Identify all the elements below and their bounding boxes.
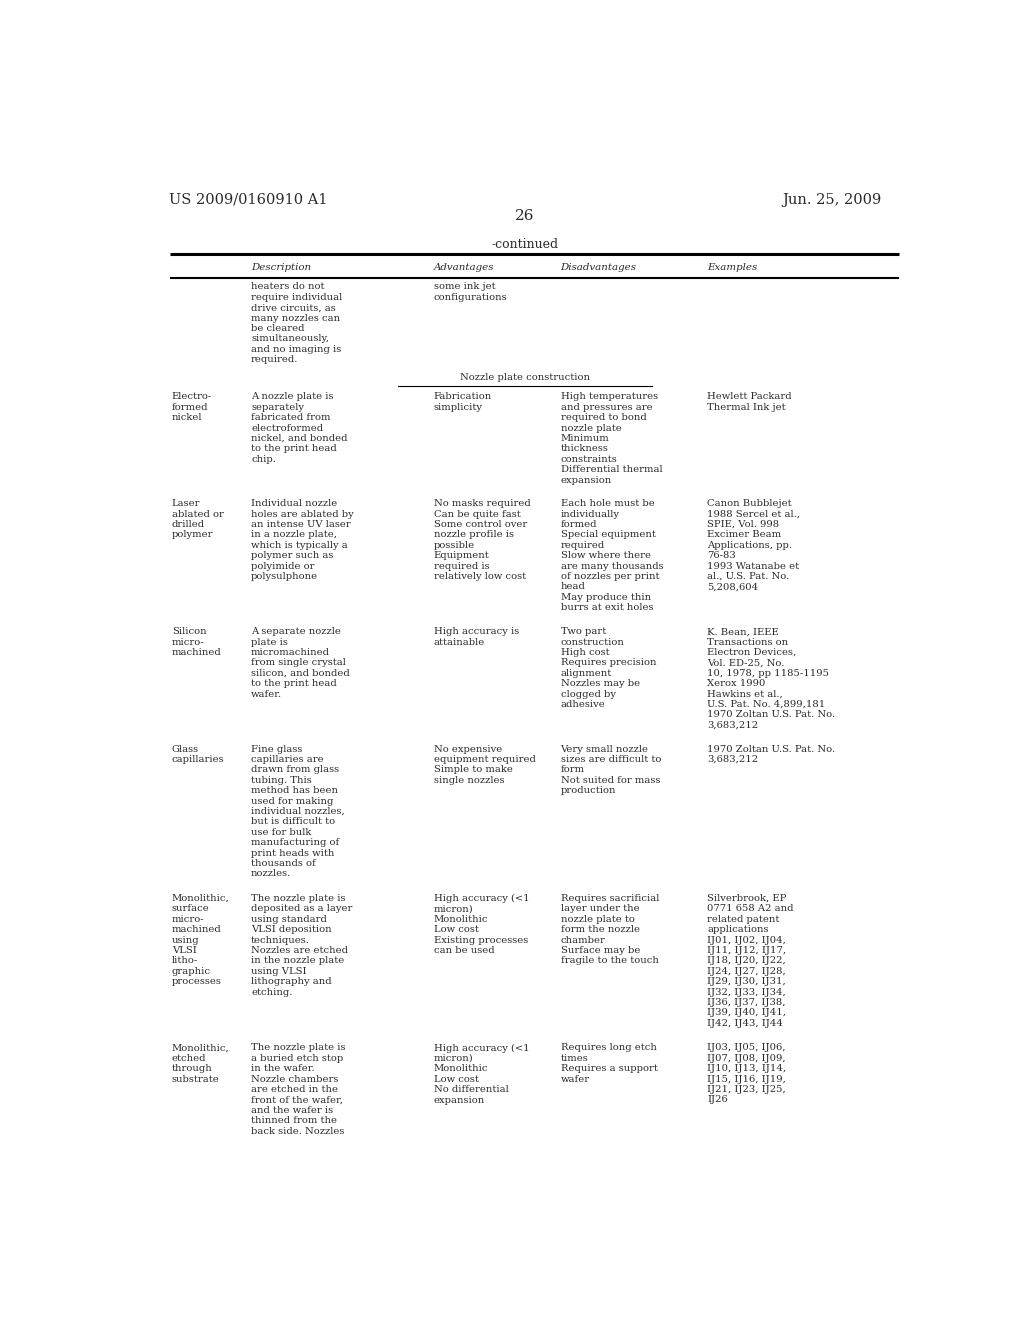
Text: Requires long etch
times
Requires a support
wafer: Requires long etch times Requires a supp… — [560, 1043, 657, 1084]
Text: High temperatures
and pressures are
required to bond
nozzle plate
Minimum
thickn: High temperatures and pressures are requ… — [560, 392, 663, 484]
Text: Electro-
formed
nickel: Electro- formed nickel — [172, 392, 212, 422]
Text: Very small nozzle
sizes are difficult to
form
Not suited for mass
production: Very small nozzle sizes are difficult to… — [560, 744, 660, 795]
Text: Monolithic,
etched
through
substrate: Monolithic, etched through substrate — [172, 1043, 229, 1084]
Text: Description: Description — [251, 263, 311, 272]
Text: Disadvantages: Disadvantages — [560, 263, 637, 272]
Text: The nozzle plate is
a buried etch stop
in the wafer.
Nozzle chambers
are etched : The nozzle plate is a buried etch stop i… — [251, 1043, 345, 1135]
Text: Glass
capillaries: Glass capillaries — [172, 744, 224, 764]
Text: The nozzle plate is
deposited as a layer
using standard
VLSI deposition
techniqu: The nozzle plate is deposited as a layer… — [251, 894, 352, 997]
Text: K. Bean, IEEE
Transactions on
Electron Devices,
Vol. ED-25, No.
10, 1978, pp 118: K. Bean, IEEE Transactions on Electron D… — [708, 627, 836, 730]
Text: Requires sacrificial
layer under the
nozzle plate to
form the nozzle
chamber
Sur: Requires sacrificial layer under the noz… — [560, 894, 658, 965]
Text: A separate nozzle
plate is
micromachined
from single crystal
silicon, and bonded: A separate nozzle plate is micromachined… — [251, 627, 350, 698]
Text: some ink jet
configurations: some ink jet configurations — [433, 282, 507, 302]
Text: No masks required
Can be quite fast
Some control over
nozzle profile is
possible: No masks required Can be quite fast Some… — [433, 499, 530, 581]
Text: 1970 Zoltan U.S. Pat. No.
3,683,212: 1970 Zoltan U.S. Pat. No. 3,683,212 — [708, 744, 836, 764]
Text: Jun. 25, 2009: Jun. 25, 2009 — [782, 193, 882, 207]
Text: Monolithic,
surface
micro-
machined
using
VLSI
litho-
graphic
processes: Monolithic, surface micro- machined usin… — [172, 894, 229, 986]
Text: Fabrication
simplicity: Fabrication simplicity — [433, 392, 492, 412]
Text: heaters do not
require individual
drive circuits, as
many nozzles can
be cleared: heaters do not require individual drive … — [251, 282, 342, 364]
Text: -continued: -continued — [492, 238, 558, 251]
Text: Advantages: Advantages — [433, 263, 494, 272]
Text: Each hole must be
individually
formed
Special equipment
required
Slow where ther: Each hole must be individually formed Sp… — [560, 499, 664, 612]
Text: Individual nozzle
holes are ablated by
an intense UV laser
in a nozzle plate,
wh: Individual nozzle holes are ablated by a… — [251, 499, 353, 581]
Text: Laser
ablated or
drilled
polymer: Laser ablated or drilled polymer — [172, 499, 223, 540]
Text: Silicon
micro-
machined: Silicon micro- machined — [172, 627, 221, 657]
Text: IJ03, IJ05, IJ06,
IJ07, IJ08, IJ09,
IJ10, IJ13, IJ14,
IJ15, IJ16, IJ19,
IJ21, IJ: IJ03, IJ05, IJ06, IJ07, IJ08, IJ09, IJ10… — [708, 1043, 786, 1105]
Text: US 2009/0160910 A1: US 2009/0160910 A1 — [169, 193, 328, 207]
Text: Fine glass
capillaries are
drawn from glass
tubing. This
method has been
used fo: Fine glass capillaries are drawn from gl… — [251, 744, 345, 878]
Text: Examples: Examples — [708, 263, 758, 272]
Text: A nozzle plate is
separately
fabricated from
electroformed
nickel, and bonded
to: A nozzle plate is separately fabricated … — [251, 392, 347, 463]
Text: No expensive
equipment required
Simple to make
single nozzles: No expensive equipment required Simple t… — [433, 744, 536, 785]
Text: High accuracy is
attainable: High accuracy is attainable — [433, 627, 519, 647]
Text: High accuracy (<1
micron)
Monolithic
Low cost
No differential
expansion: High accuracy (<1 micron) Monolithic Low… — [433, 1043, 529, 1105]
Text: Silverbrook, EP
0771 658 A2 and
related patent
applications
IJ01, IJ02, IJ04,
IJ: Silverbrook, EP 0771 658 A2 and related … — [708, 894, 794, 1028]
Text: Nozzle plate construction: Nozzle plate construction — [460, 374, 590, 381]
Text: Hewlett Packard
Thermal Ink jet: Hewlett Packard Thermal Ink jet — [708, 392, 792, 412]
Text: 26: 26 — [515, 210, 535, 223]
Text: Two part
construction
High cost
Requires precision
alignment
Nozzles may be
clog: Two part construction High cost Requires… — [560, 627, 656, 709]
Text: Canon Bubblejet
1988 Sercel et al.,
SPIE, Vol. 998
Excimer Beam
Applications, pp: Canon Bubblejet 1988 Sercel et al., SPIE… — [708, 499, 801, 591]
Text: High accuracy (<1
micron)
Monolithic
Low cost
Existing processes
can be used: High accuracy (<1 micron) Monolithic Low… — [433, 894, 529, 956]
